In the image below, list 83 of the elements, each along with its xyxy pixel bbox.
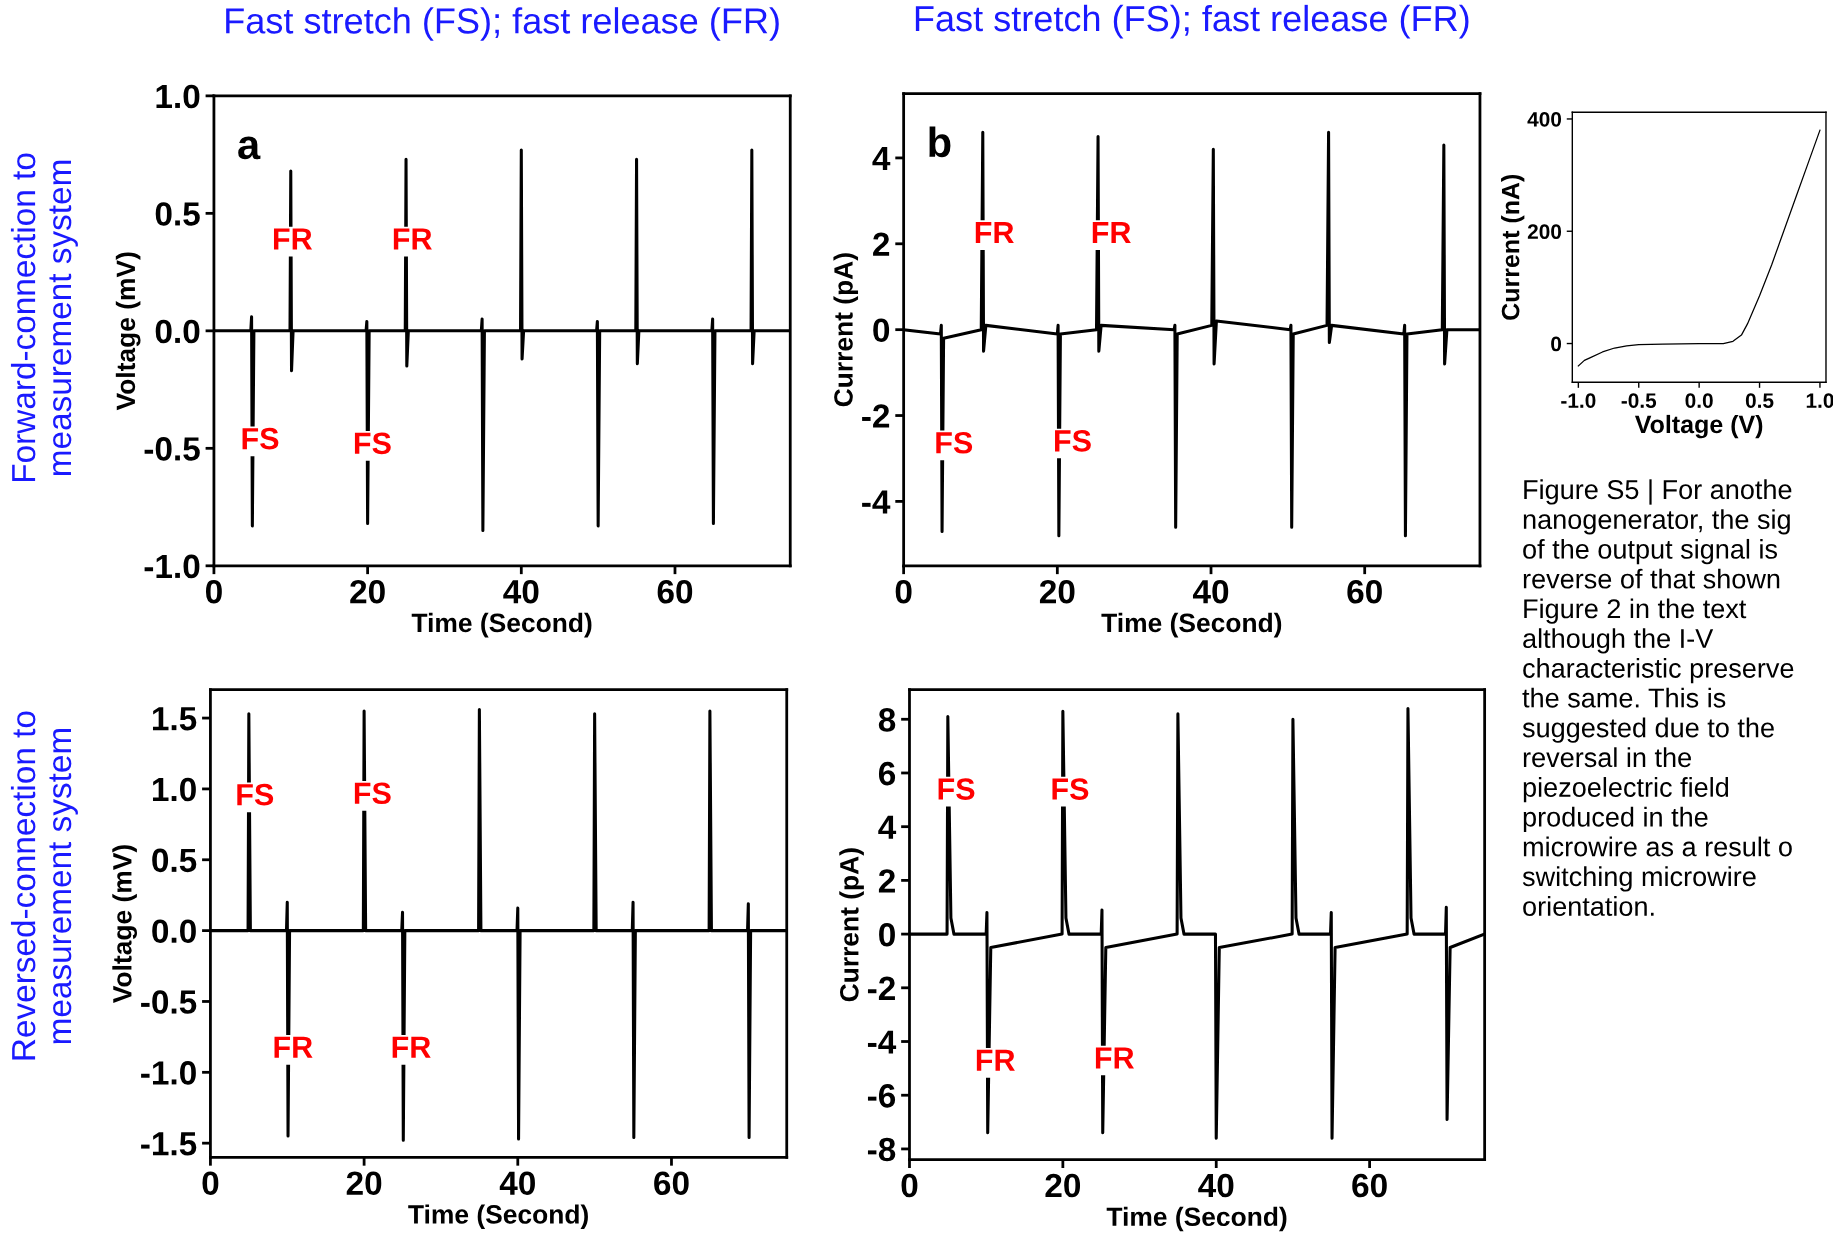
x-tick-label: 40 [503, 579, 539, 604]
x-tick-label: 20 [1039, 579, 1075, 604]
annotation: FS [1055, 430, 1091, 452]
x-tick-label: -1.0 [1561, 393, 1596, 408]
y-tick-label: -1.5 [141, 1132, 197, 1156]
annotation: FS [1052, 778, 1089, 800]
x-tick-label: 40 [499, 1171, 535, 1196]
y-tick-label: 2 [873, 232, 890, 256]
y-tick-label: 0.0 [152, 919, 196, 944]
y-tick-label: 0 [1551, 336, 1562, 352]
annotation: FS [354, 432, 391, 455]
y-tick-label: -6 [867, 1084, 896, 1108]
x-tick-label: -0.5 [1621, 393, 1657, 408]
x-tick-label: 0 [901, 1173, 918, 1198]
y-tick-label: -0.5 [144, 437, 200, 461]
x-tick-label: 20 [346, 1171, 382, 1196]
y-tick-label: -4 [862, 490, 891, 514]
y-tick-label: 0.5 [155, 202, 200, 226]
annotation: FR [273, 228, 313, 250]
y-tick-label: 0.0 [155, 319, 200, 344]
annotation: b [929, 126, 951, 158]
x-tick-label: 40 [1192, 579, 1229, 604]
y-axis-title: Current (pA) [833, 253, 859, 407]
y-tick-label: 4 [872, 147, 891, 170]
text: Figure S5 | For anothe nanogenerator, the sig of the output signal is reverse of that shown Figure 2 in the text although the I-V characteristic preserve the same. This is suggested due to the reversal in the piezoelectric field produced in the microwire as a result o switching microwire orientation. [1522, 479, 1794, 916]
x-tick-label: 0.5 [1745, 393, 1774, 408]
x-tick-label: 60 [1347, 579, 1382, 604]
y-tick-label: 0 [873, 318, 890, 343]
y-tick-label: 1.0 [156, 84, 200, 109]
y-tick-label: 0.5 [152, 848, 197, 873]
annotation: FS [242, 427, 279, 450]
annotation: FS [938, 778, 975, 800]
y-tick-label: -1.0 [144, 554, 200, 579]
x-tick-label: 20 [350, 579, 385, 604]
x-tick-label: 20 [1045, 1173, 1081, 1198]
annotation: FR [1092, 222, 1131, 244]
annotation: FS [936, 431, 973, 454]
x-tick-label: 0 [202, 1171, 219, 1196]
x-axis-title: Voltage (V) [1634, 414, 1763, 439]
y-tick-label: 6 [878, 761, 896, 786]
y-axis-title: Voltage (mV) [115, 252, 141, 411]
x-tick-label: 60 [1352, 1173, 1387, 1198]
annotation: FR [392, 1036, 431, 1058]
x-tick-label: 60 [654, 1171, 689, 1196]
y-axis-title: Current (pA) [839, 848, 864, 1002]
x-tick-label: 0.0 [1685, 393, 1713, 408]
x-tick-label: 60 [657, 579, 693, 604]
y-tick-label: 2 [878, 869, 895, 893]
text: Reversed-connection to measurement system [10, 711, 78, 1060]
chart-title: Fast stretch (FS); fast release (FR) [915, 4, 1469, 39]
y-tick-label: -0.5 [141, 990, 197, 1014]
x-tick-label: 0 [205, 579, 222, 604]
line-series [1577, 129, 1821, 367]
chart-title: Fast stretch (FS); fast release (FR) [226, 7, 779, 41]
annotation: FR [976, 1049, 1015, 1071]
annotation: FR [274, 1036, 313, 1058]
annotation: FS [237, 783, 274, 806]
y-tick-label: 200 [1527, 224, 1562, 239]
y-tick-label: 8 [878, 708, 896, 732]
x-axis-title: Time (Second) [411, 612, 592, 638]
y-tick-label: -2 [862, 404, 890, 428]
annotation: FR [975, 222, 1014, 244]
x-axis-title: Time (Second) [408, 1204, 588, 1229]
x-axis-title: Time (Second) [1106, 1206, 1287, 1232]
y-tick-label: 400 [1527, 111, 1562, 127]
y-tick-label: 0 [879, 922, 895, 947]
y-axis-title: Current (nA) [1501, 174, 1525, 320]
y-axis-title: Voltage (mV) [112, 845, 138, 1004]
y-tick-label: 1.0 [152, 777, 196, 802]
y-tick-label: 4 [878, 815, 897, 839]
y-tick-label: -1.0 [141, 1061, 196, 1085]
annotation: FS [354, 782, 391, 805]
annotation: a [238, 136, 261, 160]
text: Forward-connection to measurement system [10, 153, 78, 482]
y-tick-label: -8 [867, 1137, 896, 1162]
annotation: FR [1095, 1047, 1134, 1069]
y-tick-label: -2 [867, 976, 895, 1000]
x-tick-label: 1.0 [1806, 393, 1833, 408]
y-tick-label: -4 [867, 1030, 897, 1054]
annotation: FR [393, 228, 432, 250]
y-tick-label: 1.5 [152, 707, 197, 731]
x-tick-label: 40 [1198, 1173, 1234, 1198]
x-axis-title: Time (Second) [1101, 612, 1282, 638]
